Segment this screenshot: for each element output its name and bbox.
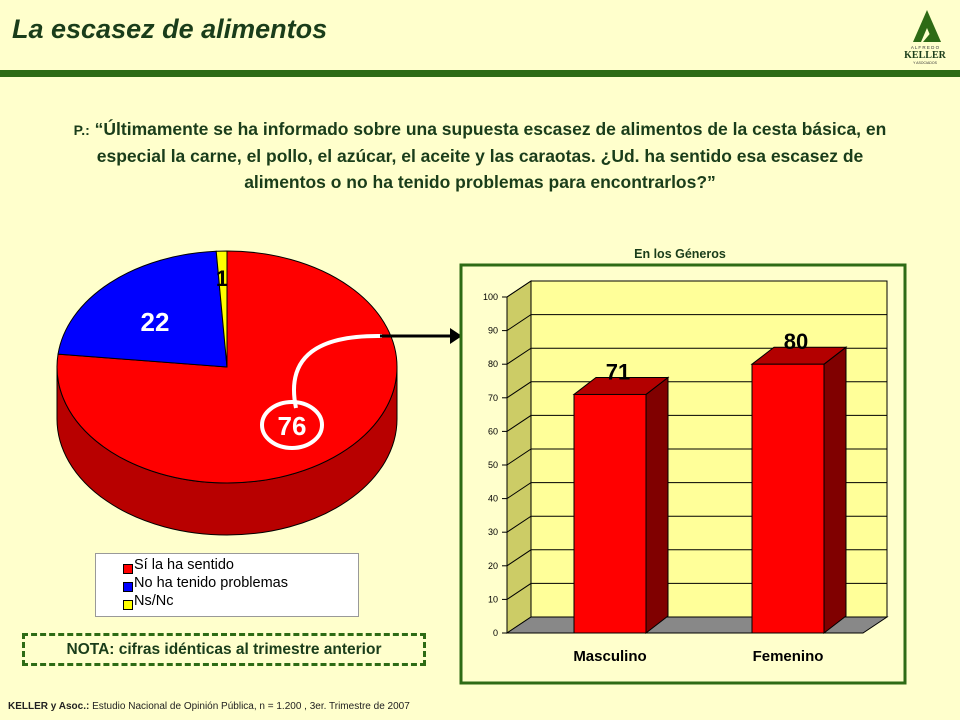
legend-swatch-no <box>123 582 133 592</box>
bar-ytick-label: 90 <box>488 326 498 336</box>
bar-ytick-label: 0 <box>493 628 498 638</box>
pie-label-circle <box>260 400 324 450</box>
bar-ytick-label: 10 <box>488 594 498 604</box>
bar-ytick-label: 20 <box>488 561 498 571</box>
logo-main-text: KELLER <box>904 50 946 61</box>
bar-ytick-label: 100 <box>483 292 498 302</box>
footer-source-text: Estudio Nacional de Opinión Pública, n =… <box>89 701 410 712</box>
bar-ytick-label: 50 <box>488 460 498 470</box>
gender-panel-label: En los Géneros <box>634 247 726 261</box>
legend-swatch-si <box>123 564 133 574</box>
question-text: “Últimamente se ha informado sobre una s… <box>94 119 887 192</box>
bar-ytick-label: 70 <box>488 393 498 403</box>
logo-bottom-text: Y ASOCIADOS <box>913 61 938 65</box>
bar-front-0 <box>573 393 647 634</box>
bar-gridline <box>506 347 887 365</box>
bar-gridline <box>506 314 887 332</box>
pie-label-si: 76 <box>278 411 307 441</box>
bar-data-label-0: 71 <box>606 359 630 384</box>
pie-legend: Sí la ha sentido No ha tenido problemas … <box>95 553 359 617</box>
title-divider <box>0 70 960 77</box>
pie-slice-no <box>57 250 228 368</box>
keller-logo: A L F R E D O KELLER Y ASOCIADOS <box>893 8 957 66</box>
connector-arrowhead <box>450 328 462 344</box>
pie-label-leader <box>292 333 383 409</box>
pie-label-no: 22 <box>141 307 170 337</box>
bar-category-label-0: Masculino <box>573 648 646 665</box>
legend-item-nsnc: Ns/Nc <box>134 593 174 609</box>
bar-data-label-1: 80 <box>784 329 808 354</box>
bar-ytick-label: 40 <box>488 494 498 504</box>
legend-item-si: Sí la ha sentido <box>134 557 234 573</box>
footer-source: KELLER y Asoc.: Estudio Nacional de Opin… <box>8 701 410 712</box>
page-title: La escasez de alimentos <box>12 14 328 44</box>
footer-source-bold: KELLER y Asoc.: <box>8 701 90 712</box>
bar-ytick-label: 60 <box>488 426 498 436</box>
bar-category-label-1: Femenino <box>753 648 824 665</box>
legend-swatch-nsnc <box>123 600 133 610</box>
pie-label-nsnc: 1 <box>216 266 228 291</box>
bar-ytick-label: 80 <box>488 359 498 369</box>
legend-item-no: No ha tenido problemas <box>134 575 288 591</box>
note-box: NOTA: cifras idénticas al trimestre ante… <box>22 633 426 666</box>
pie-slice-nsnc <box>215 250 228 368</box>
bar-front-1 <box>751 363 825 634</box>
keller-logo-icon: A L F R E D O KELLER Y ASOCIADOS <box>904 10 947 65</box>
question-prefix: P.: <box>73 122 90 138</box>
survey-question: P.: “Últimamente se ha informado sobre u… <box>70 116 890 195</box>
bar-side-1 <box>823 346 847 635</box>
bar-gridline <box>506 280 887 298</box>
bar-ytick-label: 30 <box>488 527 498 537</box>
logo-top-text: A L F R E D O <box>911 45 940 50</box>
bar-side-0 <box>645 376 669 635</box>
